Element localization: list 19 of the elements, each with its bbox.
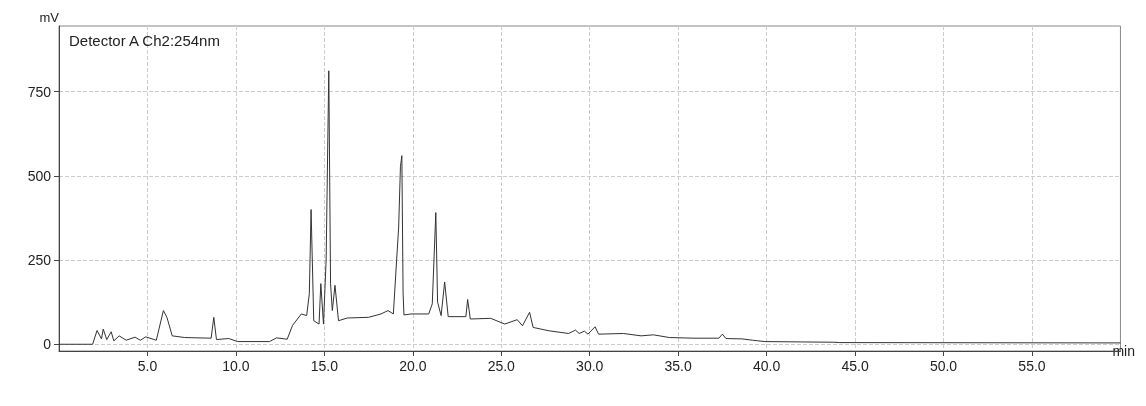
y-tick-label: 250 <box>27 252 52 269</box>
x-tick-label: 55.0 <box>1018 358 1046 374</box>
x-tick-label: 50.0 <box>929 358 958 374</box>
x-tick-label: 40.0 <box>753 358 781 374</box>
x-tick-label: 20.0 <box>399 358 427 374</box>
x-tick-label: 35.0 <box>664 358 693 374</box>
x-tick-label: 25.0 <box>487 358 516 374</box>
y-axis-title: mV <box>39 10 60 25</box>
x-tick-label: 15.0 <box>310 358 339 374</box>
x-tick-label: 45.0 <box>841 358 869 374</box>
y-tick-label: 0 <box>43 336 52 353</box>
y-tick-label: 500 <box>27 167 52 184</box>
y-tick-label: 750 <box>27 83 52 100</box>
line-series <box>58 70 1121 345</box>
x-tick-label: 5.0 <box>137 358 158 374</box>
x-tick-label: 10.0 <box>222 358 250 374</box>
chart-title: Detector A Ch2:254nm <box>69 32 220 49</box>
x-tick-label: 30.0 <box>576 358 604 374</box>
x-axis-title: min <box>1112 343 1135 359</box>
